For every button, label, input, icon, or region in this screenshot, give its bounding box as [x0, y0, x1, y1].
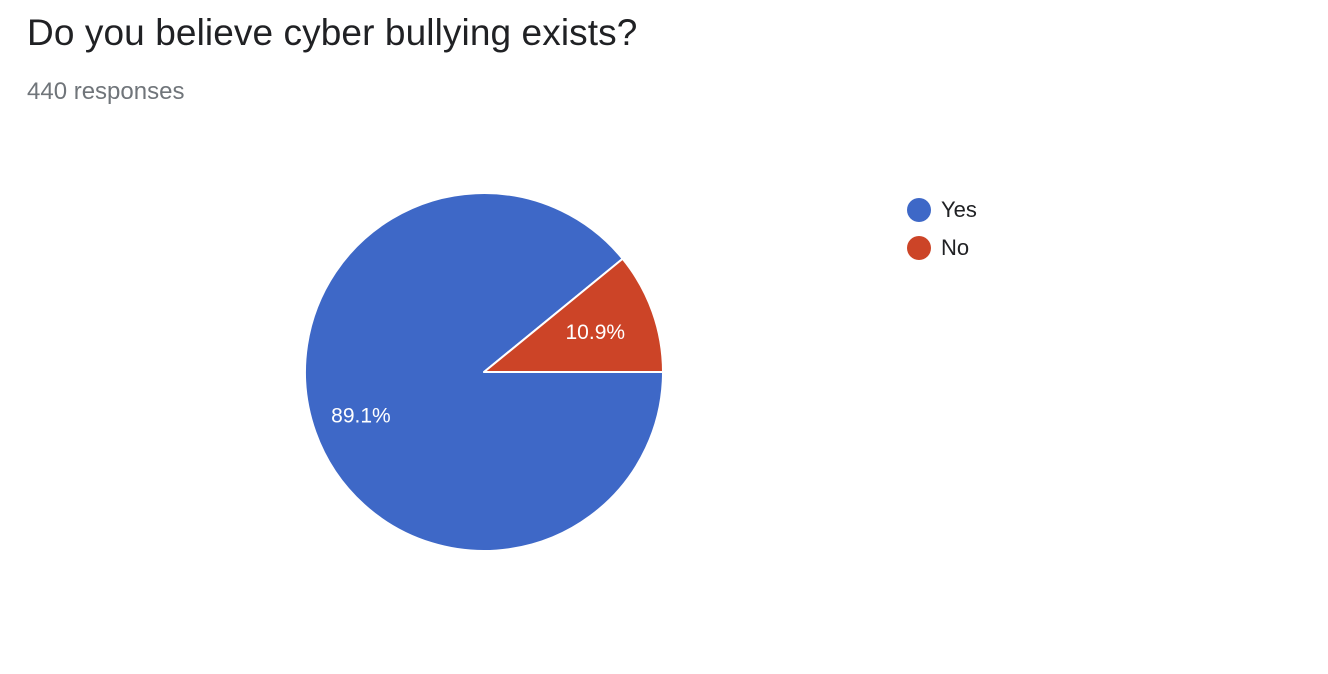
chart-legend: Yes No	[907, 191, 977, 267]
response-count: 440 responses	[27, 78, 185, 105]
slice-label-yes: 89.1%	[331, 404, 391, 427]
pie-slice-yes[interactable]	[304, 192, 664, 552]
question-title: Do you believe cyber bullying exists?	[27, 12, 638, 53]
legend-swatch-yes	[907, 198, 931, 222]
legend-label-no: No	[941, 235, 970, 260]
slice-label-no: 10.9%	[566, 321, 626, 344]
legend-label-yes: Yes	[941, 197, 977, 222]
legend-item-no[interactable]: No	[907, 229, 977, 267]
legend-item-yes[interactable]: Yes	[907, 191, 977, 229]
pie-slice-no[interactable]	[483, 257, 664, 373]
legend-swatch-no	[907, 236, 931, 260]
